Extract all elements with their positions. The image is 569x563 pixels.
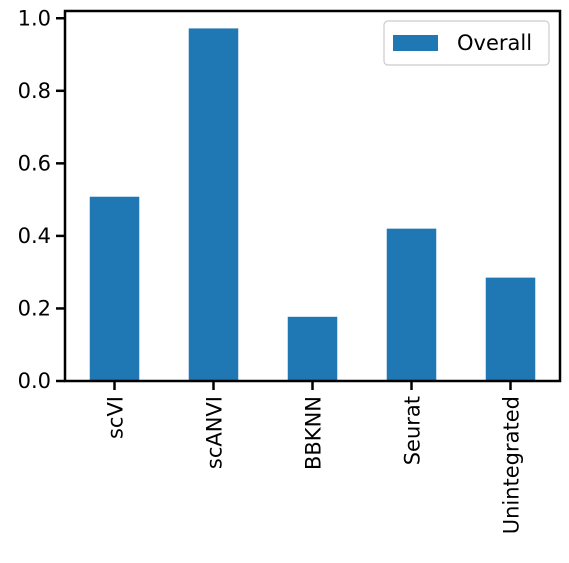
y-tick-label: 0.8 xyxy=(18,79,51,103)
y-tick-label: 0.6 xyxy=(18,151,51,175)
y-tick-label: 1.0 xyxy=(18,6,51,30)
x-tick-label-scvi: scVI xyxy=(104,396,128,439)
y-tick-label: 0.4 xyxy=(18,224,51,248)
x-tick-label-scanvi: scANVI xyxy=(203,396,227,469)
plot-area xyxy=(63,9,562,383)
x-axis: scVI scANVI BBKNN Seurat Unintegrated xyxy=(104,381,524,534)
bar-unintegrated xyxy=(485,277,536,381)
y-axis: 0.0 0.2 0.4 0.6 0.8 1.0 xyxy=(18,6,65,393)
legend-box xyxy=(383,20,550,66)
legend: Overall xyxy=(383,20,550,66)
y-tick-label: 0.2 xyxy=(18,296,51,320)
x-tick-label-unintegrated: Unintegrated xyxy=(500,396,524,534)
bar-seurat xyxy=(386,228,437,381)
bar-scanvi xyxy=(188,28,239,381)
x-tick-label-seurat: Seurat xyxy=(401,396,425,465)
y-tick-label: 0.0 xyxy=(18,369,51,393)
bar-scvi xyxy=(89,196,140,381)
bar-bbknn xyxy=(287,316,338,381)
legend-label: Overall xyxy=(457,31,532,55)
legend-swatch xyxy=(393,35,438,51)
x-tick-label-bbknn: BBKNN xyxy=(302,396,326,470)
